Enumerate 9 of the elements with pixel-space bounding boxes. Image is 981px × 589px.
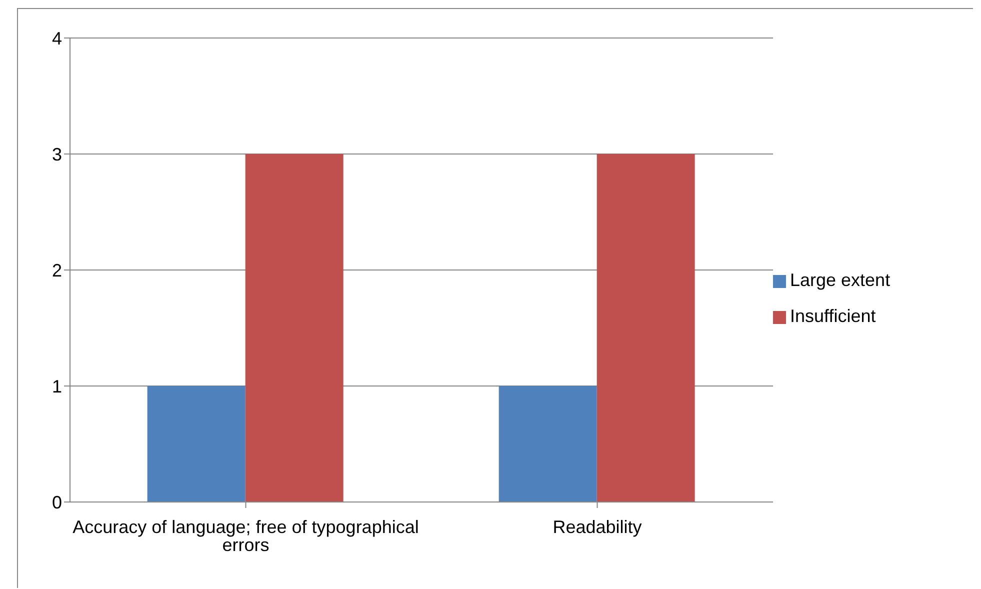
y-tick-label: 3 xyxy=(52,144,62,164)
y-tick-label: 1 xyxy=(52,376,62,396)
x-tick-label: Accuracy of language; free of typographical errors xyxy=(72,516,419,555)
y-tick-label: 0 xyxy=(52,492,62,512)
legend-label: Large extent xyxy=(790,270,890,290)
y-tick-label: 2 xyxy=(52,260,62,280)
legend-label: Insufficient xyxy=(790,306,876,326)
x-tick-label: Readability xyxy=(552,516,642,537)
y-tick-label: 4 xyxy=(52,28,62,48)
